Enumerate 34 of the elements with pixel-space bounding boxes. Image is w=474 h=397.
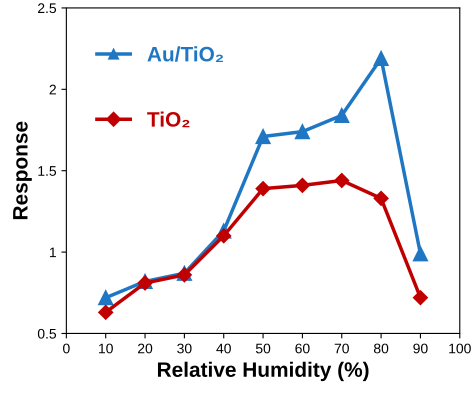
- point: [98, 290, 114, 306]
- point: [294, 178, 310, 193]
- point: [294, 124, 310, 140]
- y-tick-label: 0.5: [38, 328, 56, 339]
- point: [256, 181, 271, 196]
- point: [255, 128, 271, 144]
- x-tick-label: 10: [99, 344, 113, 354]
- x-tick-label: 20: [138, 344, 152, 354]
- x-tick-label: 50: [256, 344, 270, 354]
- x-tick-label: 60: [295, 344, 310, 354]
- point: [412, 246, 428, 262]
- point: [334, 108, 350, 124]
- x-tick-label: 70: [334, 344, 349, 354]
- y-tick-label: 1: [50, 248, 56, 258]
- point: [412, 290, 428, 306]
- y-tick-label: 2: [50, 84, 56, 94]
- x-tick-label: 100: [449, 344, 471, 354]
- point: [334, 172, 350, 188]
- y-axis-title: Response: [13, 122, 32, 220]
- x-tick-label: 30: [177, 344, 192, 354]
- legend-label: Au/TiO₂: [147, 46, 223, 62]
- y-tick-label: 1.5: [38, 166, 56, 176]
- point: [137, 275, 153, 291]
- legend-label: TiO₂: [147, 111, 190, 128]
- y-tick-label: 2.5: [38, 3, 56, 14]
- point: [373, 50, 389, 66]
- x-axis-title: Relative Humidity (%): [158, 362, 369, 382]
- x-tick-label: 80: [374, 344, 388, 354]
- x-tick-label: 0: [63, 344, 70, 354]
- point: [216, 228, 232, 244]
- x-tick-label: 90: [413, 344, 428, 354]
- x-tick-label: 40: [216, 344, 231, 354]
- point: [374, 190, 389, 206]
- point: [98, 304, 114, 320]
